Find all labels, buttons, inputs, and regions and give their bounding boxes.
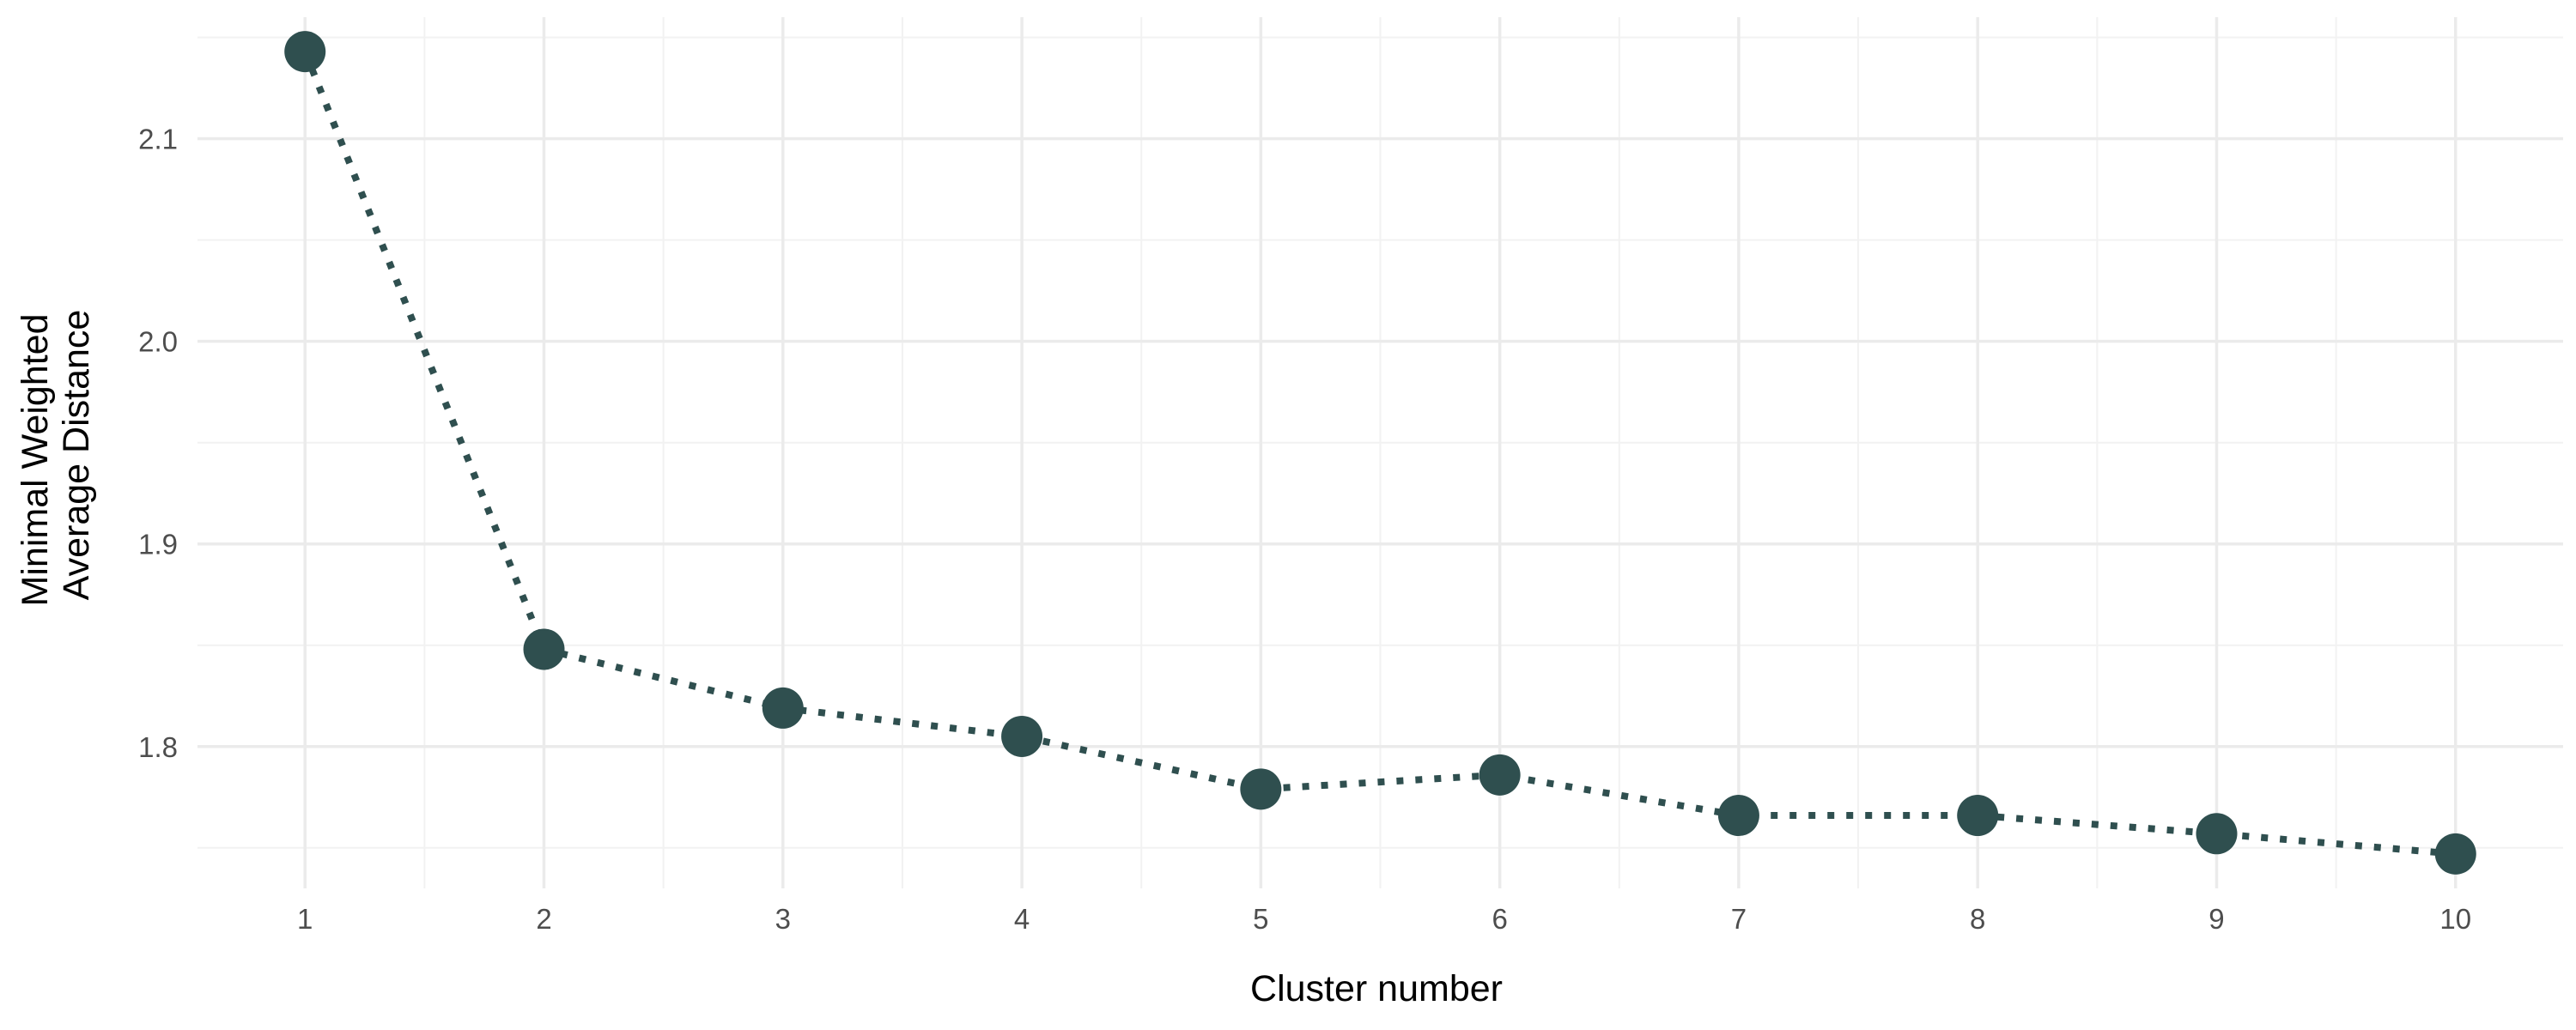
data-point-7 (1717, 795, 1759, 837)
y-tick-label: 2.1 (138, 124, 178, 155)
y-tick-label: 2.0 (138, 326, 178, 358)
y-tick-label: 1.9 (138, 529, 178, 560)
data-point-5 (1240, 768, 1282, 810)
y-axis-title-line-2: Average Distance (56, 310, 97, 601)
x-tick-label: 1 (297, 903, 313, 935)
x-tick-label: 5 (1253, 903, 1268, 935)
x-axis-title: Cluster number (1250, 968, 1503, 1009)
x-tick-label: 9 (2208, 903, 2224, 935)
y-axis-title: Minimal Weighted Average Distance (15, 304, 97, 607)
x-tick-label: 2 (536, 903, 551, 935)
series-line (301, 50, 2457, 857)
series-line-layer (301, 50, 2457, 857)
x-tick-label: 10 (2439, 903, 2471, 935)
data-point-6 (1479, 754, 1521, 796)
data-point-4 (1001, 715, 1043, 757)
grid-layer (197, 17, 2563, 888)
data-point-8 (1957, 795, 1999, 837)
x-tick-label: 3 (775, 903, 791, 935)
x-tick-label: 8 (1970, 903, 1985, 935)
tick-labels-layer: 1 2 3 4 5 6 7 8 9 10 1.8 1.9 2.0 2.1 (138, 124, 2471, 935)
data-points-layer (284, 31, 2476, 875)
data-point-1 (284, 31, 326, 73)
data-point-9 (2196, 813, 2238, 855)
y-tick-label: 1.8 (138, 731, 178, 763)
data-point-10 (2434, 833, 2476, 875)
x-tick-label: 7 (1731, 903, 1747, 935)
data-point-3 (762, 687, 804, 729)
x-tick-label: 6 (1492, 903, 1507, 935)
data-point-2 (523, 628, 565, 670)
y-axis-title-line-1: Minimal Weighted (15, 313, 56, 606)
x-tick-label: 4 (1014, 903, 1030, 935)
